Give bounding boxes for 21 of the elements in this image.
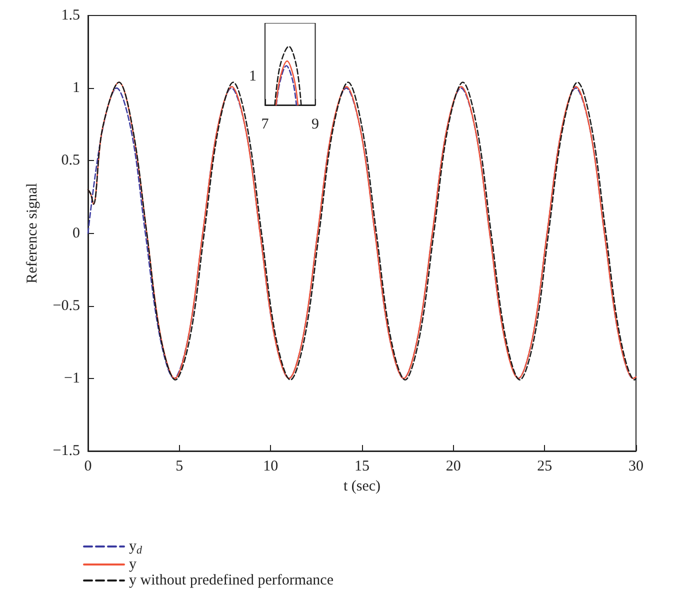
x-tick-label: 9: [312, 116, 319, 132]
legend-label: y without predefined performance: [129, 572, 334, 588]
x-tick-label: 7: [261, 116, 270, 132]
y-tick-label: −1: [64, 370, 80, 386]
y-tick-label: 0: [72, 225, 80, 242]
legend-label: y: [129, 556, 137, 572]
y-tick-label: −1.5: [52, 443, 80, 459]
x-tick-label: 25: [537, 458, 552, 474]
x-tick-label: 20: [446, 458, 461, 474]
x-tick-label: 0: [84, 458, 92, 474]
x-axis-title: t (sec): [343, 478, 381, 494]
x-tick-label: 5: [176, 458, 184, 474]
x-tick-label: 15: [354, 458, 370, 474]
y-tick-label: 1: [72, 80, 80, 96]
y-tick-label: −0.5: [52, 298, 80, 314]
annotation: 1: [249, 68, 256, 84]
y-axis-title: Reference signal: [24, 183, 40, 284]
x-tick-label: 30: [628, 458, 644, 474]
y-tick-label: 0.5: [61, 152, 80, 169]
y-tick-label: 1.5: [61, 8, 80, 24]
x-tick-label: 10: [263, 458, 278, 474]
